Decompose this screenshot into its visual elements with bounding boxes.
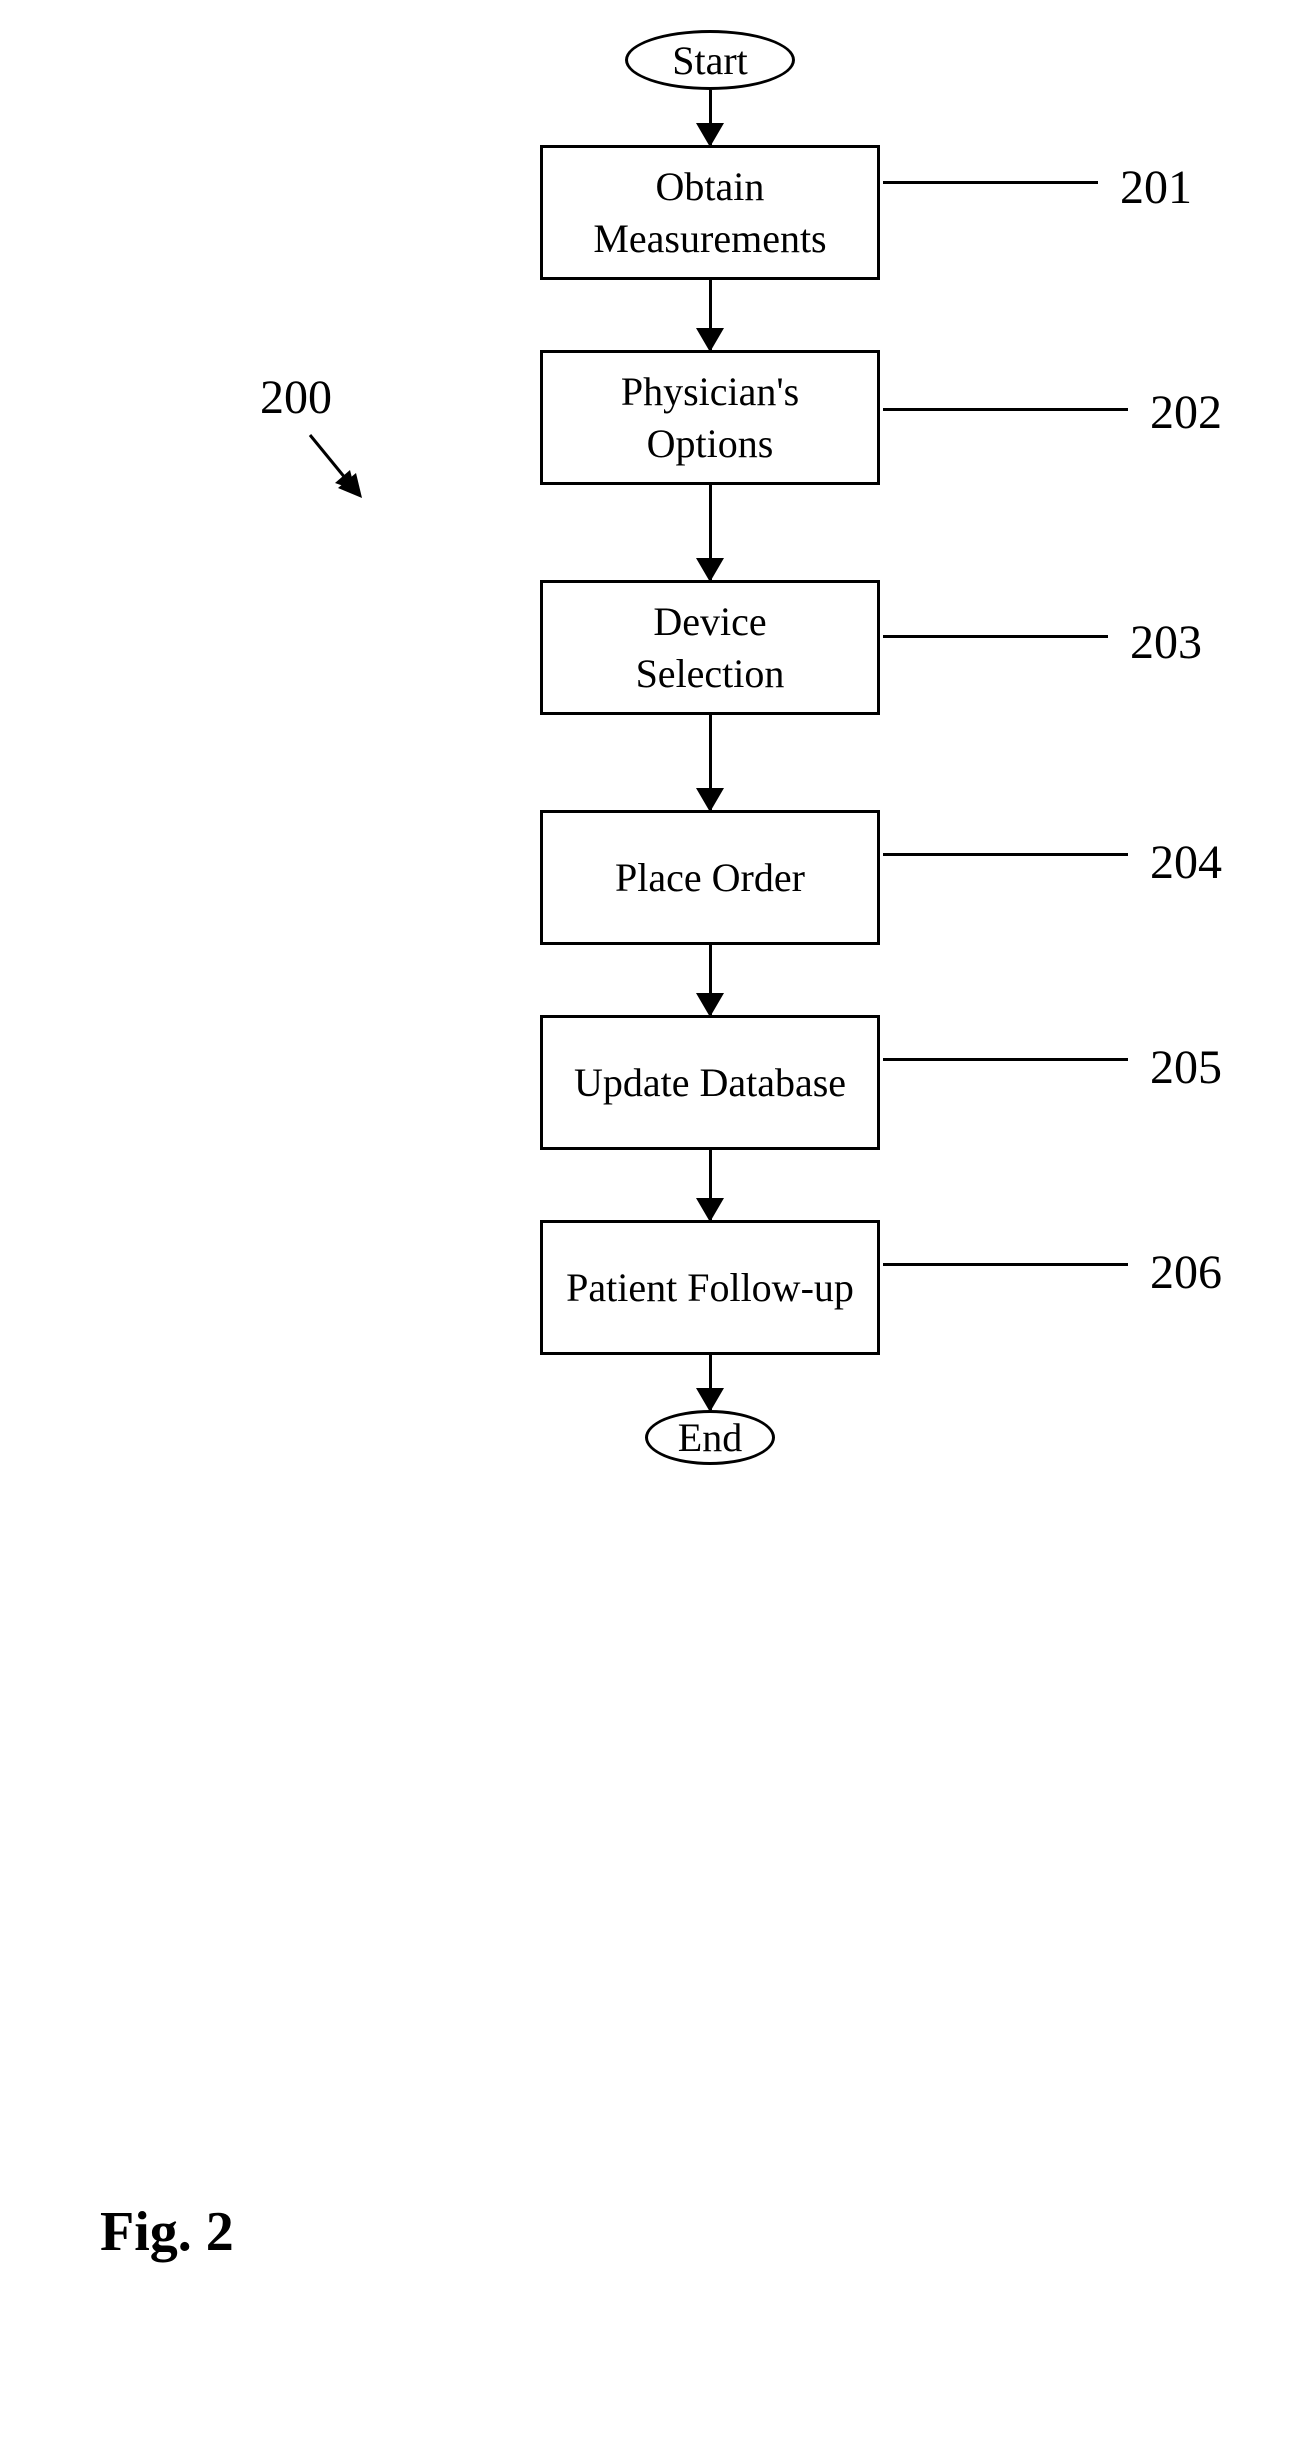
callout-201: 201 [1120,160,1192,215]
flowchart-container: Start Obtain Measurements Physician's Op… [540,30,880,1465]
arrow-connector [540,715,880,810]
callout-line [883,1263,1128,1266]
process-box-202: Physician's Options [540,350,880,485]
end-terminal: End [645,1410,775,1465]
arrow-icon [709,280,712,350]
callout-202: 202 [1150,385,1222,440]
arrow-icon [709,485,712,580]
callout-206: 206 [1150,1245,1222,1300]
process-label: Physician's Options [621,366,799,470]
callout-204: 204 [1150,835,1222,890]
process-box-205: Update Database [540,1015,880,1150]
arrow-connector [540,1355,880,1410]
arrow-icon [709,1150,712,1220]
callout-203: 203 [1130,615,1202,670]
arrow-connector [540,280,880,350]
arrow-connector [540,90,880,145]
callout-line [883,853,1128,856]
callout-line [883,408,1128,411]
process-label: Obtain Measurements [593,161,826,265]
process-box-204: Place Order [540,810,880,945]
arrow-icon [709,1355,712,1410]
start-terminal: Start [625,30,795,90]
end-label: End [678,1414,742,1461]
callout-line [883,1058,1128,1061]
ref-arrow-icon [300,425,380,515]
process-label: Place Order [615,852,805,904]
process-label: Patient Follow-up [566,1262,854,1314]
arrow-connector [540,485,880,580]
arrow-connector [540,1150,880,1220]
flowchart-ref-200: 200 [260,370,332,425]
arrow-icon [709,90,712,145]
process-box-206: Patient Follow-up [540,1220,880,1355]
arrow-icon [709,715,712,810]
process-box-203: Device Selection [540,580,880,715]
arrow-connector [540,945,880,1015]
callout-205: 205 [1150,1040,1222,1095]
callout-line [883,635,1108,638]
arrow-icon [709,945,712,1015]
start-label: Start [672,37,748,84]
process-label: Update Database [574,1057,846,1109]
process-box-201: Obtain Measurements [540,145,880,280]
callout-line [883,181,1098,184]
figure-label: Fig. 2 [100,2200,234,2264]
process-label: Device Selection [636,596,785,700]
